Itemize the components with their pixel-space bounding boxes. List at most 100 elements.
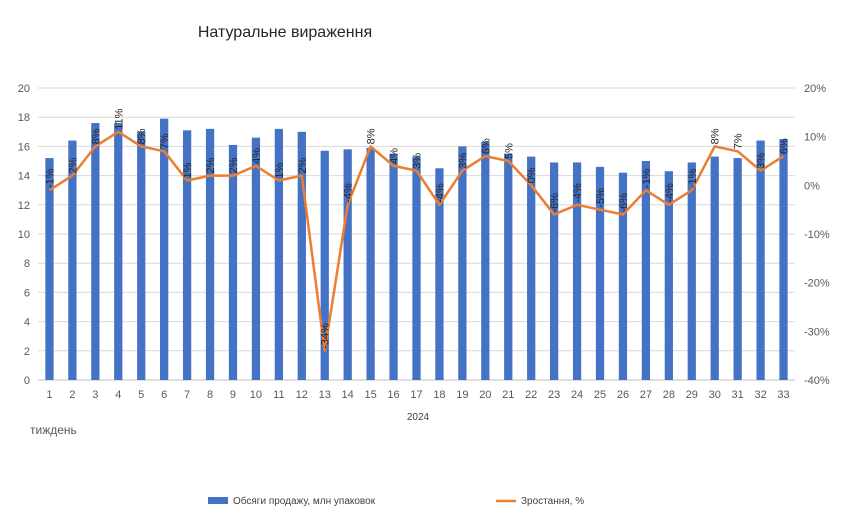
y-left-tick-label: 18 [18,112,30,124]
bar [160,118,169,380]
y-axis-left: 0 2 4 6 8 10 12 14 16 18 20 [18,83,30,387]
y-axis-right: -40% -30% -20% -10% 0% 10% 20% [804,83,830,387]
x-tick-label: 8 [207,389,213,401]
x-tick-label: 31 [732,389,744,401]
data-label: 7% [733,133,745,149]
x-tick-label: 20 [479,389,491,401]
x-tick-label: 22 [525,389,537,401]
data-label: 4% [389,148,401,164]
x-tick-label: 10 [250,389,262,401]
bar [366,147,375,380]
y-right-tick-label: -10% [804,229,830,241]
x-tick-label: 6 [161,389,167,401]
growth-line [48,130,785,353]
x-tick-label: 19 [456,389,468,401]
data-label: 8% [366,128,378,144]
legend-bar-swatch [208,497,228,504]
y-right-tick-label: 20% [804,83,826,95]
bar [297,131,306,380]
data-label: -6% [618,193,630,213]
data-label: 8% [90,128,102,144]
bar [389,153,398,380]
x-tick-label: 33 [777,389,789,401]
x-tick-label: 1 [46,389,52,401]
data-label: 1% [274,162,286,178]
bar [687,162,696,380]
x-tick-label: 24 [571,389,583,401]
data-label: -6% [549,193,561,213]
data-label: 1% [182,162,194,178]
x-tick-label: 2 [69,389,75,401]
legend-bar-label: Обсяги продажу, млн упаковок [233,495,376,507]
bar-series [45,118,788,380]
x-tick-label: 3 [92,389,98,401]
x-tick-label: 30 [709,389,721,401]
x-group-label: 2024 [407,412,430,423]
bar [137,131,146,380]
y-left-tick-label: 12 [18,200,30,212]
x-tick-label: 9 [230,389,236,401]
data-label: -34% [320,323,332,349]
chart-title: Натуральне вираження [198,24,372,41]
bar [779,139,788,380]
growth-data-labels: -1%2%8%11%8% 7%1% 2% 2%4%1% 2%-34%-4%8%4% 3%-… [44,108,790,348]
data-label: 7% [159,133,171,149]
bar [550,162,559,380]
bar [228,144,238,380]
data-label: 8% [136,128,148,144]
y-right-tick-label: 0% [804,180,820,192]
data-label: 2% [205,157,217,173]
x-tick-label: 21 [502,389,514,401]
bar [733,158,742,380]
y-right-tick-label: -20% [804,278,830,290]
x-tick-label: 13 [319,389,331,401]
data-label: 2% [67,157,79,173]
bar [504,153,513,380]
x-tick-label: 29 [686,389,698,401]
bar [45,158,54,380]
data-label: 2% [228,157,240,173]
data-label: -4% [664,183,676,203]
y-left-tick-label: 8 [24,258,30,270]
legend: Обсяги продажу, млн упаковок Зростання, … [208,495,584,507]
bar [641,161,651,380]
bar [320,150,329,380]
x-tick-label: 25 [594,389,606,401]
x-tick-label: 5 [138,389,144,401]
x-tick-label: 4 [115,389,121,401]
y-left-tick-label: 0 [24,375,30,387]
data-label: -4% [572,183,584,203]
x-axis-title: тиждень [30,423,77,437]
bar [756,140,765,380]
data-label: 5% [503,143,515,159]
x-tick-label: 12 [296,389,308,401]
bar [572,162,582,380]
x-tick-label: 16 [387,389,399,401]
x-tick-label: 14 [342,389,354,401]
x-tick-label: 23 [548,389,560,401]
bar [595,166,605,380]
data-label: -4% [434,183,446,203]
bar [182,130,192,380]
y-left-tick-label: 14 [18,171,30,183]
bar [68,140,77,380]
bar [481,142,490,380]
data-label: 8% [710,128,722,144]
data-label: 6% [779,138,791,154]
bar [114,123,123,380]
bar [458,146,467,380]
bar [710,156,719,380]
x-tick-label: 15 [364,389,376,401]
y-left-tick-label: 20 [18,83,30,95]
bar [343,149,352,380]
y-right-tick-label: 10% [804,132,826,144]
bar [435,168,444,380]
data-label: 0% [526,167,538,183]
bar [91,123,100,380]
data-label: 3% [412,153,424,169]
bar [664,171,673,380]
x-tick-label: 26 [617,389,629,401]
x-axis: 1 2 3 4 5 6 7 8 9 10 11 12 13 14 15 16 17 18 19 20 21 22 23 24 2… [46,389,789,401]
data-label: -5% [595,188,607,208]
